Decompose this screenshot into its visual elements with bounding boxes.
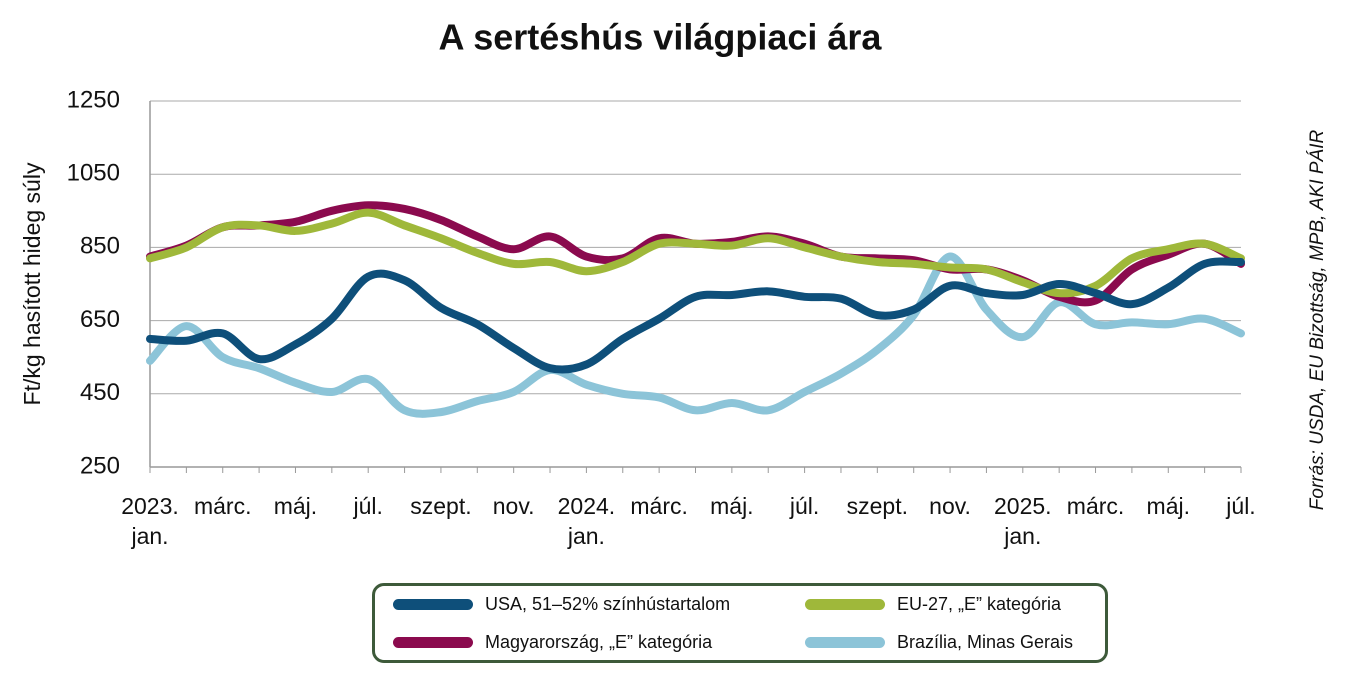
legend-label: Brazília, Minas Gerais bbox=[897, 632, 1074, 652]
legend-label: USA, 51–52% színhústartalom bbox=[485, 594, 731, 614]
legend-swatch bbox=[805, 637, 885, 648]
y-tick-label: 850 bbox=[80, 233, 120, 260]
series-line bbox=[146, 252, 1245, 418]
legend-label: EU-27, „E” kategória bbox=[897, 594, 1062, 614]
x-tick-label: márc. bbox=[193, 493, 252, 519]
x-tick-label: 2024. jan. bbox=[557, 493, 616, 549]
legend-item: USA, 51–52% színhústartalom bbox=[393, 594, 730, 615]
y-tick-label: 1250 bbox=[67, 86, 120, 113]
x-tick-label: márc. bbox=[1066, 493, 1125, 519]
legend: USA, 51–52% színhústartalom EU-27, „E” ka… bbox=[372, 583, 1108, 663]
x-tick-label: nov. bbox=[492, 493, 535, 519]
legend-item: Brazília, Minas Gerais bbox=[805, 632, 1073, 653]
x-tick-label: máj. bbox=[1146, 493, 1190, 519]
series-line bbox=[146, 257, 1245, 374]
y-axis-label: Ft/kg hasított hideg súly bbox=[19, 162, 45, 405]
x-tick-label: júl. bbox=[789, 493, 820, 519]
y-tick-label: 1050 bbox=[67, 160, 120, 187]
legend-item: Magyarország, „E” kategória bbox=[393, 632, 712, 653]
source-note: Forrás: USDA, EU Bizottság, MPB, AKI PÁI… bbox=[1307, 130, 1328, 511]
legend-item: EU-27, „E” kategória bbox=[805, 594, 1061, 615]
x-tick-label: szept. bbox=[846, 493, 909, 519]
y-tick-label: 650 bbox=[80, 306, 120, 333]
series-line bbox=[146, 208, 1245, 298]
x-tick-label: júl. bbox=[353, 493, 383, 519]
y-tick-label: 450 bbox=[80, 379, 120, 406]
x-tick-label: máj. bbox=[273, 493, 318, 519]
chart-title: A sertéshús világpiaci ára bbox=[439, 17, 883, 58]
x-tick-label: 2025. jan. bbox=[994, 493, 1052, 549]
legend-swatch bbox=[805, 599, 885, 610]
x-tick-label: 2023. jan. bbox=[121, 493, 179, 549]
x-tick-label: márc. bbox=[630, 493, 688, 519]
x-tick-label: nov. bbox=[929, 493, 971, 519]
x-tick-label: júl. bbox=[1226, 493, 1256, 519]
legend-label: Magyarország, „E” kategória bbox=[485, 632, 713, 652]
legend-swatch bbox=[393, 599, 473, 610]
y-tick-label: 250 bbox=[80, 452, 120, 479]
legend-swatch bbox=[393, 637, 473, 648]
x-tick-label: máj. bbox=[710, 493, 754, 519]
x-tick-label: szept. bbox=[410, 493, 472, 519]
